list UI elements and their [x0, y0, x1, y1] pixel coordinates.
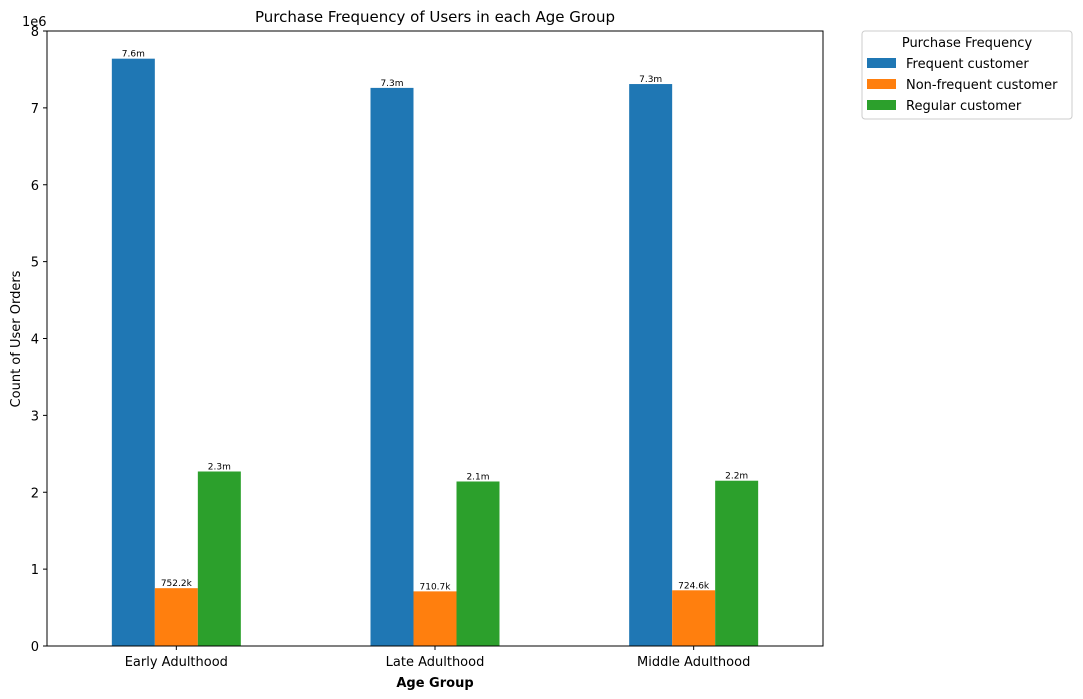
legend-label: Non-frequent customer — [906, 78, 1058, 93]
y-tick-label: 8 — [31, 25, 39, 40]
bar — [197, 471, 241, 646]
bar-data-label: 7.3m — [639, 75, 662, 85]
plot-frame — [46, 30, 824, 647]
bar-data-label: 2.1m — [466, 472, 489, 482]
legend-label: Frequent customer — [906, 57, 1029, 72]
bar-data-label: 2.3m — [208, 462, 231, 472]
bar — [629, 84, 673, 646]
legend: Purchase Frequency Frequent customer Non-… — [861, 30, 1073, 120]
y-tick-label: 7 — [31, 102, 39, 117]
bar — [413, 591, 457, 646]
legend-frame — [861, 30, 1073, 120]
y-tick-label: 0 — [31, 640, 39, 655]
bar — [111, 58, 155, 647]
bar-data-label: 710.7k — [420, 582, 452, 592]
legend-title: Purchase Frequency — [902, 36, 1033, 51]
x-tick-label: Early Adulthood — [125, 655, 228, 670]
bar-data-label: 752.2k — [161, 579, 193, 589]
y-tick-label: 4 — [31, 333, 39, 348]
bar — [370, 87, 414, 646]
y-tick-label: 5 — [31, 256, 39, 271]
bar-data-label: 724.6k — [678, 581, 710, 591]
bar-data-label: 7.3m — [380, 79, 403, 89]
bar — [456, 481, 500, 646]
y-axis-label: Count of User Orders — [9, 270, 24, 407]
y-tick-label: 3 — [31, 409, 39, 424]
x-tick-label: Middle Adulthood — [637, 655, 750, 670]
legend-swatch — [867, 100, 896, 110]
y-tick-label: 2 — [31, 486, 39, 501]
bar — [154, 588, 198, 646]
y-tick-label: 6 — [31, 179, 39, 194]
y-tick-label: 1 — [31, 563, 39, 578]
x-tick-label: Late Adulthood — [386, 655, 485, 670]
legend-label: Regular customer — [906, 99, 1022, 114]
chart-title: Purchase Frequency of Users in each Age … — [255, 8, 615, 26]
bar — [715, 480, 759, 646]
plot-area: 7.6m 752.2k 2.3m Early Adulthood 7.3m 710.7k 2… — [31, 25, 824, 670]
bar-data-label: 2.2m — [725, 472, 748, 482]
x-axis-label: Age Group — [396, 676, 473, 691]
bar — [672, 590, 716, 646]
legend-swatch — [867, 79, 896, 89]
y-multiplier-label: 1e6 — [22, 15, 47, 30]
bar-data-label: 7.6m — [122, 50, 145, 60]
legend-swatch — [867, 58, 896, 68]
